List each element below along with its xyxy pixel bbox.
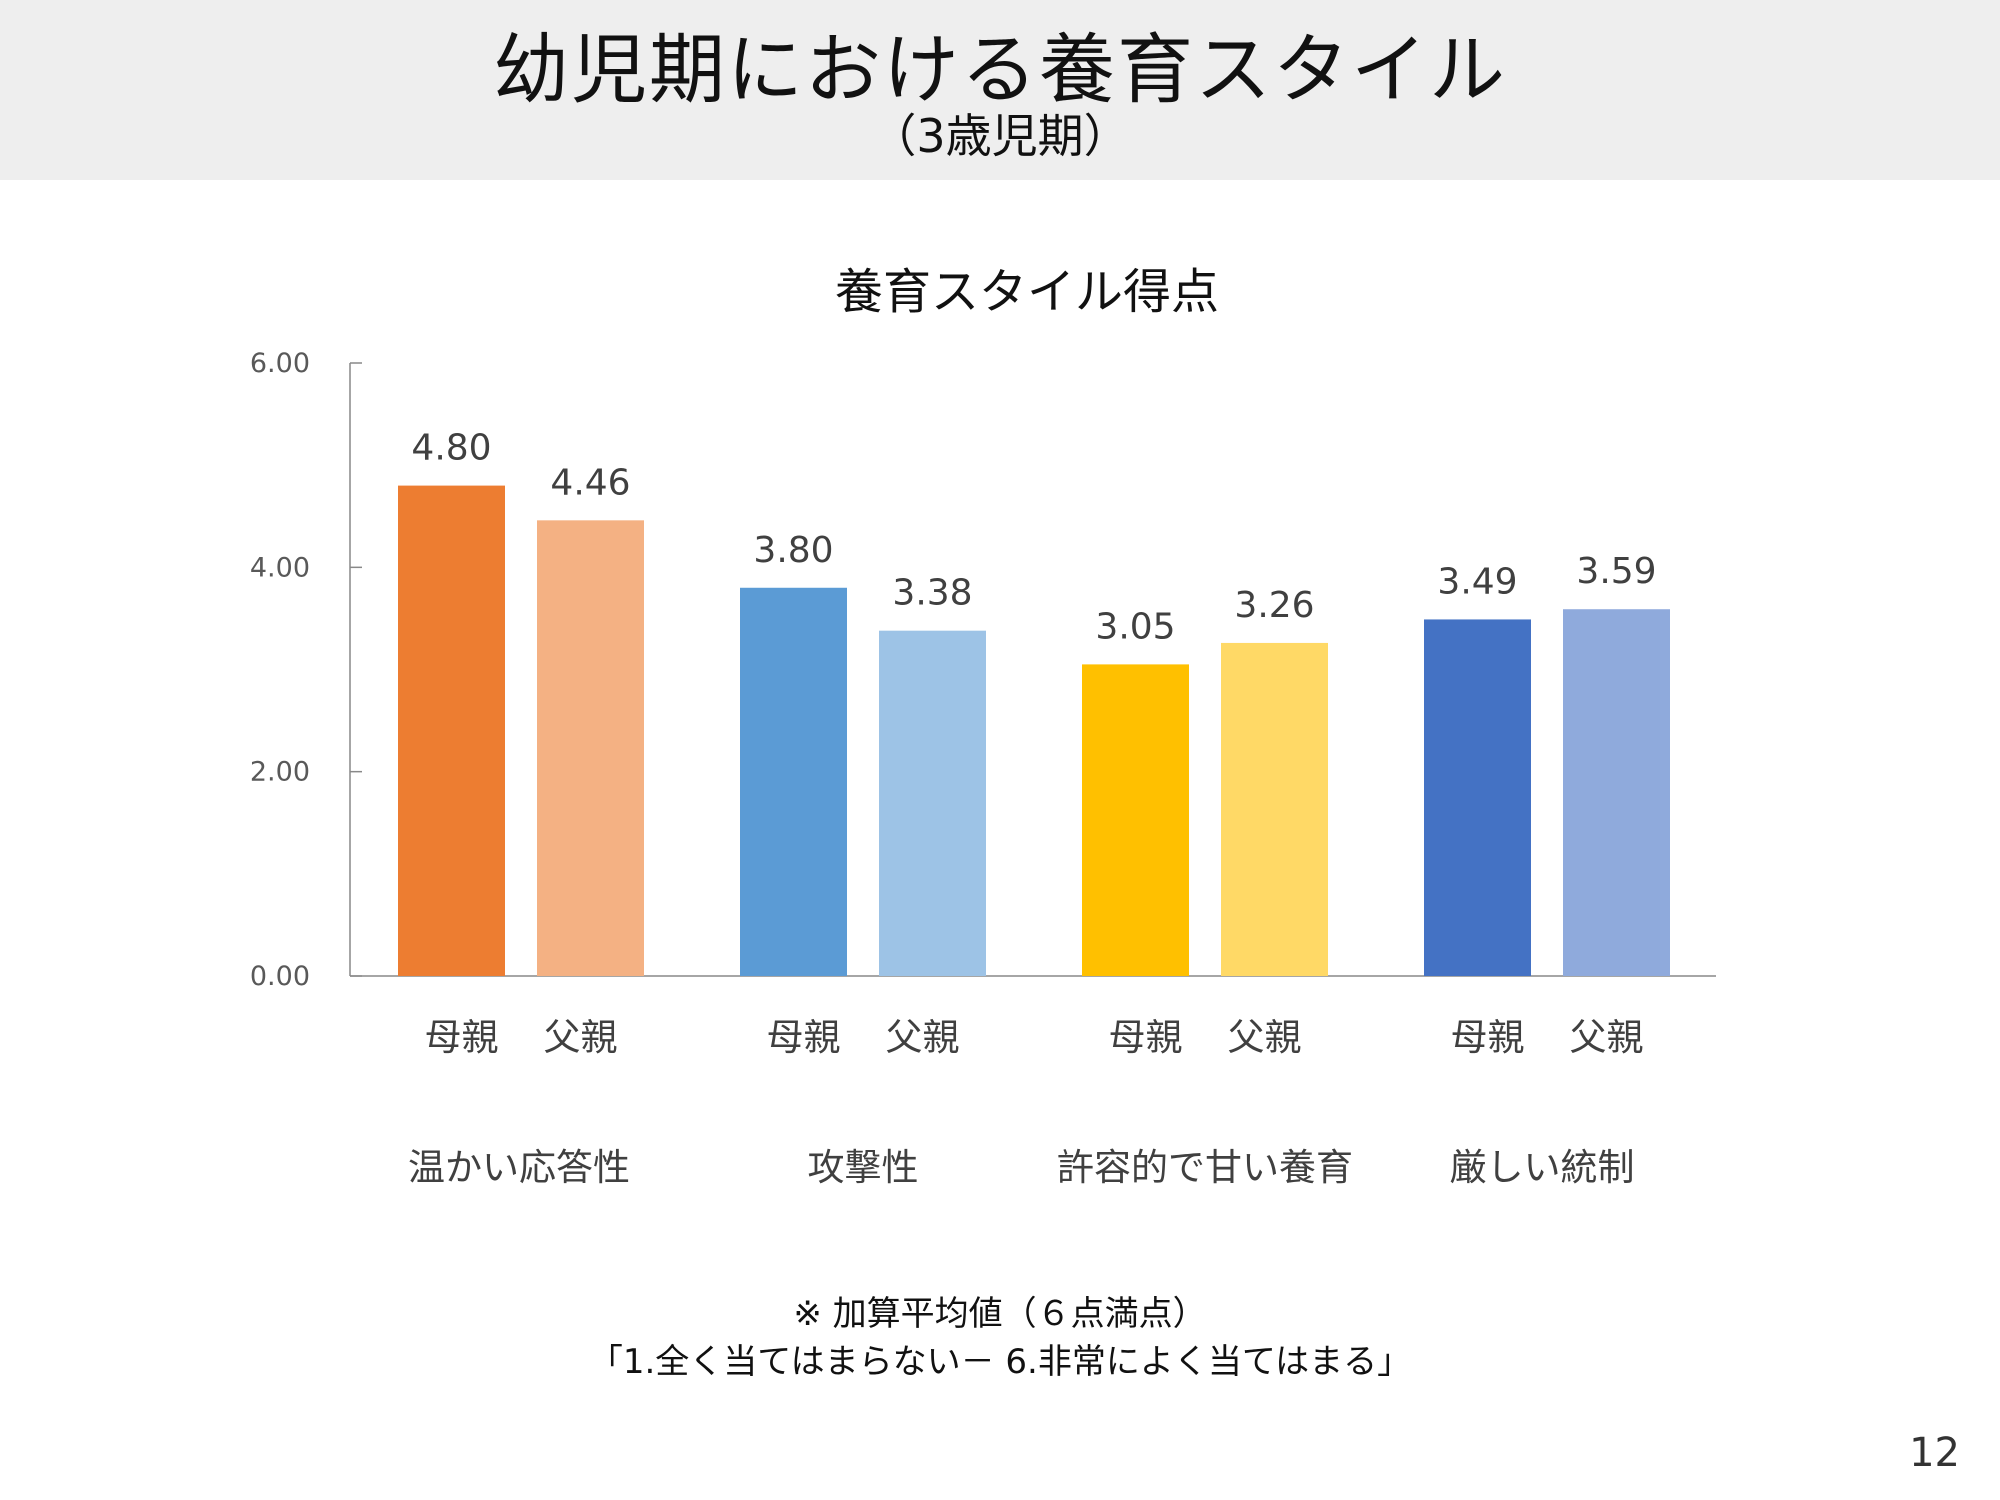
slide-subtitle: （3歳児期） — [870, 109, 1130, 163]
category-label: 許容的で甘い養育 — [1057, 1146, 1353, 1189]
bar-value-label: 3.49 — [1437, 561, 1517, 602]
series-label: 母親 — [767, 1016, 841, 1059]
bar-value-label: 4.46 — [550, 462, 630, 503]
bar-father — [1221, 642, 1328, 976]
bar-father — [1563, 609, 1670, 976]
page-number: 12 — [1909, 1430, 1960, 1476]
slide-header: 幼児期における養育スタイル （3歳児期） — [0, 0, 2000, 180]
y-tick-label: 2.00 — [250, 757, 310, 788]
bar-mother — [1082, 664, 1189, 976]
series-label: 母親 — [1451, 1016, 1525, 1059]
bar-value-label: 3.26 — [1234, 585, 1314, 626]
bar-mother — [740, 587, 847, 976]
bar-value-label: 3.59 — [1576, 551, 1656, 592]
series-label: 父親 — [544, 1016, 618, 1059]
category-label: 攻撃性 — [808, 1146, 919, 1189]
chart-title: 養育スタイル得点 — [834, 264, 1219, 320]
y-tick-label: 4.00 — [250, 552, 310, 583]
slide-title: 幼児期における養育スタイル — [493, 25, 1507, 114]
note-line-2: 「1.全く当てはまらない－ 6.非常によく当てはまる」 — [588, 1342, 1412, 1382]
bar-father — [537, 520, 644, 976]
y-tick-label: 6.00 — [250, 348, 310, 379]
category-label: 厳しい統制 — [1450, 1146, 1635, 1189]
series-label: 母親 — [1109, 1016, 1183, 1059]
bar-value-label: 3.80 — [753, 530, 833, 571]
bar-value-label: 3.05 — [1095, 606, 1175, 647]
series-label: 父親 — [886, 1016, 960, 1059]
series-label: 父親 — [1228, 1016, 1302, 1059]
bar-mother — [398, 485, 505, 976]
series-label: 母親 — [425, 1016, 499, 1059]
y-tick-label: 0.00 — [250, 961, 310, 992]
bar-father — [879, 630, 986, 976]
series-label: 父親 — [1570, 1016, 1644, 1059]
bar-value-label: 3.38 — [892, 573, 972, 614]
category-label: 温かい応答性 — [408, 1146, 630, 1189]
note-line-1: ※ 加算平均値（６点満点） — [793, 1294, 1207, 1334]
bar-mother — [1424, 619, 1531, 976]
bar-value-label: 4.80 — [411, 428, 491, 469]
